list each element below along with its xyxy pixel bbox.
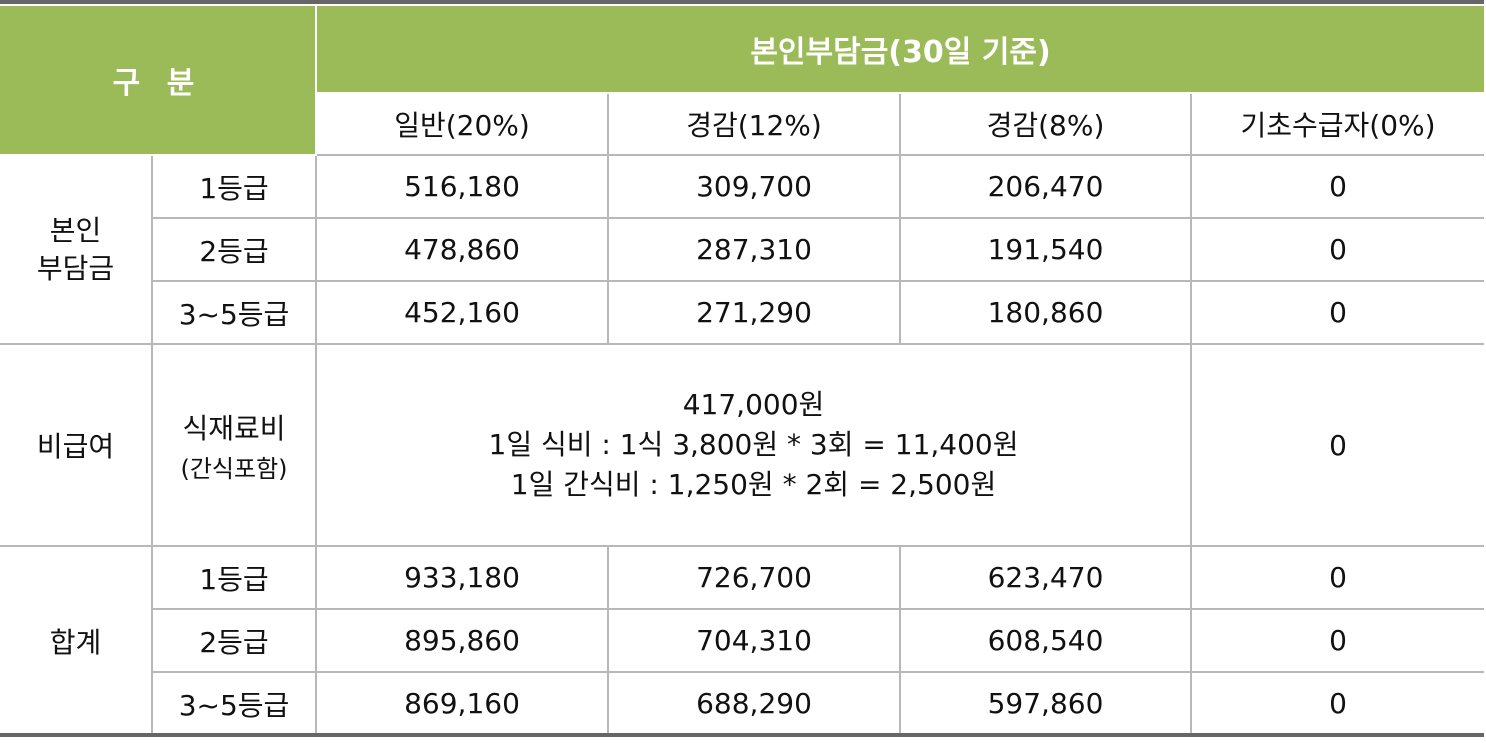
value-cell: 608,540 (899, 608, 1192, 673)
table-row: 2등급 895,860 704,310 608,540 0 (0, 608, 1485, 673)
value-cell: 287,310 (607, 217, 901, 282)
top-border (0, 0, 1484, 4)
item-label: 식재료비 (182, 411, 286, 445)
value-cell: 623,470 (899, 545, 1192, 610)
value-cell: 895,860 (315, 608, 609, 673)
value-cell: 191,540 (899, 217, 1192, 282)
value-cell: 271,290 (607, 280, 901, 345)
value-cell: 933,180 (315, 545, 609, 610)
table-row: 2등급 478,860 287,310 191,540 0 (0, 217, 1485, 282)
value-cell: 0 (1189, 545, 1485, 610)
col-header-basic: 기초수급자(0%) (1189, 92, 1485, 156)
value-cell: 180,860 (899, 280, 1192, 345)
section-label-line: 본인 (49, 213, 102, 247)
item-note: (간식포함) (180, 454, 288, 483)
value-cell: 688,290 (607, 671, 901, 736)
item-cell: 식재료비 (간식포함) (151, 343, 317, 547)
header-row-2: 일반(20%) 경감(12%) 경감(8%) 기초수급자(0%) (0, 92, 1485, 156)
value-cell: 0 (1189, 671, 1485, 736)
value-cell: 869,160 (315, 671, 609, 736)
value-cell: 0 (1189, 280, 1485, 345)
section-label-copay: 본인 부담금 (0, 154, 153, 345)
snack-cost-daily: 1일 간식비 : 1,250원 * 2회 = 2,500원 (510, 468, 997, 501)
value-cell: 726,700 (607, 545, 901, 610)
table-row: 3~5등급 452,160 271,290 180,860 0 (0, 280, 1485, 345)
col-header-reduced-8: 경감(8%) (899, 92, 1192, 156)
bottom-border (0, 733, 1484, 737)
grade-cell: 3~5등급 (152, 671, 317, 736)
meal-cost-cell: 417,000원 1일 식비 : 1식 3,800원 * 3회 = 11,400… (315, 343, 1192, 547)
value-cell: 0 (1189, 343, 1485, 547)
section-label-total: 합계 (0, 545, 153, 736)
table-row: 합계 1등급 933,180 726,700 623,470 0 (0, 545, 1485, 736)
value-cell: 0 (1189, 217, 1485, 282)
copay-table: 구 분 본인부담금(30일 기준) 일반(20%) 경감(12%) 경감(8%)… (0, 4, 1485, 736)
meal-cost-total: 417,000원 (682, 388, 825, 421)
value-cell: 516,180 (315, 154, 609, 219)
value-cell: 478,860 (315, 217, 609, 282)
value-cell: 309,700 (607, 154, 901, 219)
table-row: 비급여 식재료비 (간식포함) 417,000원 1일 식비 : 1식 3,80… (0, 343, 1485, 547)
value-cell: 452,160 (315, 280, 609, 345)
grade-cell: 1등급 (151, 545, 317, 610)
value-cell: 0 (1189, 608, 1485, 673)
table-row: 본인 부담금 1등급 516,180 309,700 206,470 0 (0, 154, 1485, 345)
meal-cost-daily: 1일 식비 : 1식 3,800원 * 3회 = 11,400원 (488, 428, 1019, 461)
value-cell: 597,860 (899, 671, 1192, 736)
section-label-noncovered: 비급여 (0, 343, 153, 547)
header-category: 구 분 (0, 4, 317, 156)
col-header-general: 일반(20%) (316, 92, 609, 156)
value-cell: 704,310 (607, 608, 901, 673)
value-cell: 0 (1189, 154, 1485, 219)
value-cell: 206,470 (899, 154, 1192, 219)
section-label-line: 부담금 (36, 251, 115, 285)
grade-cell: 2등급 (152, 608, 317, 673)
col-header-reduced-12: 경감(12%) (607, 92, 901, 156)
grade-cell: 3~5등급 (152, 280, 317, 345)
table-row: 3~5등급 869,160 688,290 597,860 0 (0, 671, 1485, 736)
grade-cell: 2등급 (152, 217, 317, 282)
grade-cell: 1등급 (151, 154, 317, 219)
header-row-1: 구 분 본인부담금(30일 기준) (0, 4, 1485, 156)
header-main: 본인부담금(30일 기준) (314, 4, 1485, 94)
